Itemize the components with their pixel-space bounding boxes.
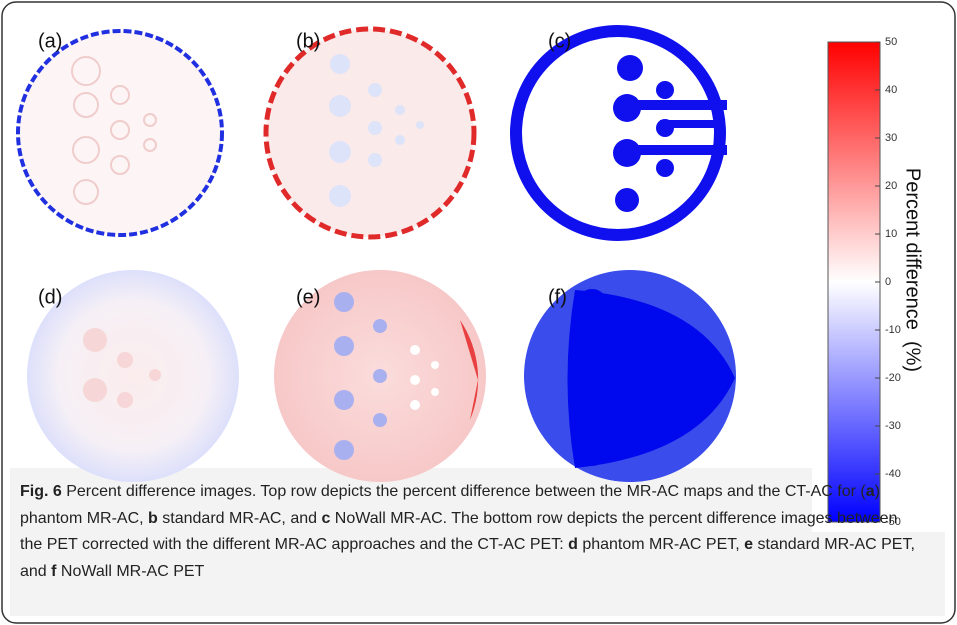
colorbar-tick-label: 0 xyxy=(885,276,891,288)
panel-label: (d) xyxy=(38,286,62,308)
colorbar-tick-label: -10 xyxy=(885,324,901,336)
colorbar xyxy=(828,42,880,522)
panel-label: (e) xyxy=(296,286,320,308)
panel-b-image xyxy=(266,29,474,237)
caption: Fig. 6 Percent difference images. Top ro… xyxy=(20,479,920,585)
caption-label: Fig. 6 xyxy=(20,483,62,500)
caption-text: Percent difference images. Top row depic… xyxy=(62,483,866,500)
colorbar-tick-label: -20 xyxy=(885,372,901,384)
panel-label: (f) xyxy=(548,286,567,308)
caption-text: b xyxy=(148,510,158,527)
colorbar-tick-label: 10 xyxy=(885,228,897,240)
caption-text: e xyxy=(744,536,753,553)
panel-label: (b) xyxy=(296,30,320,52)
caption-text: d xyxy=(568,536,578,553)
colorbar-tick-label: -30 xyxy=(885,420,901,432)
colorbar-label: Percent difference (%) xyxy=(902,168,924,372)
colorbar-tick-label: 50 xyxy=(885,36,897,48)
caption-text: phantom MR-AC PET, xyxy=(578,536,744,553)
caption-text: a xyxy=(866,483,875,500)
figure: (a)(b)(c)(d)(e)(f)50403020100-10-20-30-4… xyxy=(0,0,957,625)
panel-label: (a) xyxy=(38,30,62,52)
colorbar-tick-label: 40 xyxy=(885,84,897,96)
panel-a-image xyxy=(18,31,222,235)
colorbar-tick-label: 20 xyxy=(885,180,897,192)
caption-text: NoWall MR-AC PET xyxy=(56,563,204,580)
colorbar-tick-label: 30 xyxy=(885,132,897,144)
panel-label: (c) xyxy=(548,30,571,52)
panel-c-image xyxy=(516,31,727,235)
caption-text: standard MR-AC, and xyxy=(158,510,322,527)
